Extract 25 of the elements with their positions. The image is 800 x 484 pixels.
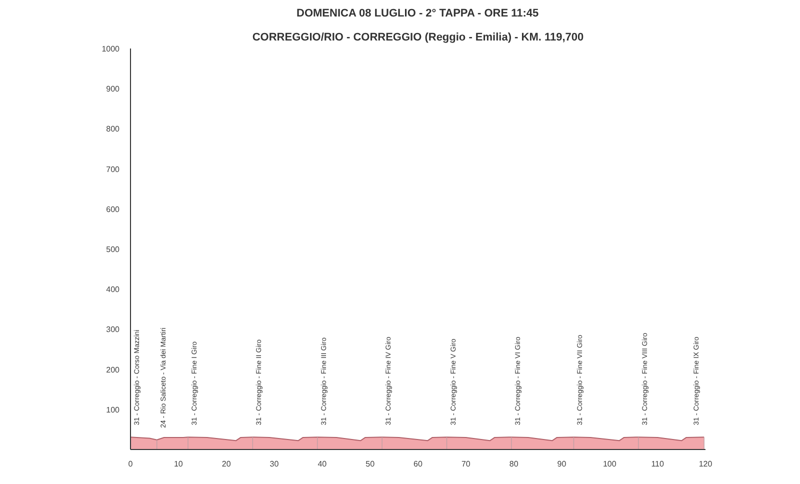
y-tick-label: 700 bbox=[106, 164, 120, 174]
y-tick-label: 100 bbox=[106, 405, 120, 414]
x-tick-label: 110 bbox=[651, 460, 665, 468]
x-tick-label: 30 bbox=[270, 460, 280, 468]
x-tick-label: 100 bbox=[602, 460, 617, 468]
x-tick-label: 60 bbox=[414, 460, 423, 468]
y-tick-label: 500 bbox=[106, 245, 120, 254]
x-tick-label: 0 bbox=[128, 460, 134, 468]
y-tick-label: 600 bbox=[106, 204, 120, 214]
x-tick-label: 50 bbox=[366, 460, 376, 468]
y-tick-label: 400 bbox=[106, 285, 120, 294]
x-tick-label: 120 bbox=[698, 460, 713, 468]
x-tick-label: 80 bbox=[509, 460, 519, 468]
y-tick-label: 800 bbox=[106, 124, 120, 134]
x-tick-label: 90 bbox=[557, 460, 567, 468]
x-tick-label: 20 bbox=[222, 460, 232, 468]
chart-title: DOMENICA 08 LUGLIO - 2° TAPPA - ORE 11:45 bbox=[296, 8, 539, 20]
x-tick-label: 70 bbox=[461, 460, 471, 468]
y-tick-label: 300 bbox=[106, 325, 120, 334]
x-tick-label: 10 bbox=[174, 460, 184, 468]
chart-subtitle: CORREGGIO/RIO - CORREGGIO (Reggio - Emilia) - KM. 119,700 bbox=[252, 32, 584, 44]
x-tick-label: 40 bbox=[318, 460, 328, 468]
y-tick-label: 1000 bbox=[102, 44, 120, 54]
y-tick-label: 900 bbox=[106, 84, 120, 94]
y-tick-label: 200 bbox=[106, 365, 120, 374]
